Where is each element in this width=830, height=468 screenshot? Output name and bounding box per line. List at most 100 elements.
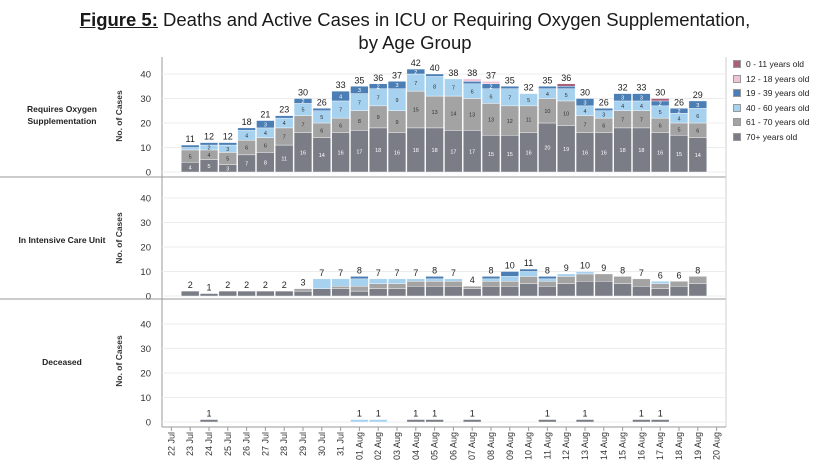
total-label: 7: [338, 268, 343, 278]
bar-segment: [669, 108, 689, 114]
legend-item: 40 - 60 years old: [733, 101, 809, 116]
total-label: 1: [376, 409, 381, 419]
segment-label: 16: [601, 151, 607, 157]
segment-label: 4: [339, 94, 342, 100]
legend-swatch: [733, 132, 741, 141]
bar-segment: [538, 86, 557, 89]
bar-segment: [425, 419, 444, 423]
bar-segment: [425, 281, 444, 287]
total-label: 10: [505, 261, 515, 271]
legend-swatch: [733, 118, 741, 127]
total-label: 1: [545, 409, 550, 419]
total-label: 8: [620, 265, 625, 275]
bar-segment: [369, 288, 388, 297]
segment-label: 3: [602, 113, 605, 119]
total-label: 32: [524, 83, 534, 93]
bar-segment: [538, 286, 557, 297]
bar-segment: [312, 278, 331, 289]
total-label: 38: [448, 68, 458, 78]
segment-label: 17: [356, 149, 362, 155]
segment-label: 15: [676, 152, 682, 158]
segment-label: 6: [696, 114, 699, 120]
total-label: 11: [186, 134, 195, 144]
total-label: 26: [599, 97, 609, 107]
bar-segment: [500, 281, 519, 287]
segment-label: 6: [602, 124, 605, 130]
total-label: 10: [580, 261, 590, 271]
total-label: 8: [545, 265, 550, 275]
segment-label: 9: [377, 115, 380, 121]
segment-label: 7: [301, 122, 304, 128]
total-label: 2: [225, 280, 230, 290]
x-tick-label: 22 Jul: [166, 432, 176, 456]
segment-label: 8: [264, 160, 267, 166]
segment-label: 4: [640, 104, 643, 110]
segment-label: 6: [339, 124, 342, 130]
bar-segment: [444, 278, 463, 282]
x-tick-label: 08 Aug: [486, 432, 496, 460]
segment-label: 18: [432, 148, 438, 154]
segment-label: 14: [450, 111, 456, 117]
bar-segment: [406, 68, 425, 75]
bar-segment: [481, 278, 501, 282]
bar-segment: [575, 273, 595, 282]
segment-label: 8: [358, 119, 361, 125]
y-tick-label: 10: [140, 143, 151, 154]
x-tick-label: 25 Jul: [223, 432, 233, 456]
bar-segment: [237, 127, 256, 131]
bar-segment: [613, 276, 632, 284]
segment-label: 2: [659, 102, 662, 108]
total-label: 1: [206, 409, 211, 419]
total-label: 36: [373, 73, 383, 83]
segment-label: 7: [358, 100, 361, 106]
bar-segment: [425, 278, 444, 282]
bar-segment: [199, 293, 219, 297]
bar-segment: [293, 288, 313, 292]
segment-label: 5: [659, 110, 662, 116]
x-tick-label: 16 Aug: [636, 432, 646, 460]
segment-label: 4: [283, 121, 286, 127]
segment-label: 6: [659, 124, 662, 130]
bar-segment: [538, 419, 557, 423]
segment-label: 4: [583, 109, 586, 115]
bar-segment: [557, 276, 576, 284]
bar-segment: [575, 271, 595, 275]
y-tick-label: 20: [140, 369, 151, 380]
bar-segment: [613, 283, 632, 297]
bar-segment: [237, 290, 256, 297]
segment-label: 15: [413, 108, 419, 114]
legend-label: 12 - 18 years old: [746, 73, 810, 84]
total-label: 6: [658, 270, 663, 280]
segment-label: 5: [320, 115, 323, 121]
bar-segment: [575, 98, 595, 107]
figure-title-prefix: Figure 5:: [79, 9, 158, 30]
y-tick-label: 20: [140, 119, 151, 130]
bar-segment: [218, 290, 237, 297]
segment-label: 13: [432, 110, 438, 116]
bar-segment: [387, 283, 407, 289]
legend-label: 19 - 39 years old: [746, 88, 810, 99]
segment-label: 9: [395, 98, 398, 104]
bar-segment: [519, 271, 538, 277]
segment-label: 2: [677, 109, 680, 115]
total-label: 21: [260, 110, 270, 120]
total-label: 35: [354, 75, 364, 85]
y-tick-label: 40: [140, 194, 151, 205]
segment-label: 14: [319, 153, 325, 159]
bar-segment: [350, 86, 369, 94]
bar-segment: [406, 278, 425, 282]
bar-segment: [500, 86, 519, 89]
segment-label: 5: [226, 157, 229, 163]
total-label: 40: [430, 63, 440, 73]
total-label: 4: [470, 275, 475, 285]
legend-label: 40 - 60 years old: [746, 102, 810, 113]
bar-segment: [181, 290, 200, 297]
total-label: 18: [242, 117, 252, 127]
segment-label: 2: [207, 146, 210, 152]
bar-segment: [463, 286, 482, 289]
segment-label: 4: [546, 92, 549, 98]
segment-label: 3: [226, 147, 229, 153]
legend-item: 70+ years old: [733, 130, 809, 145]
bar-segment: [538, 281, 557, 287]
total-label: 30: [580, 88, 590, 98]
